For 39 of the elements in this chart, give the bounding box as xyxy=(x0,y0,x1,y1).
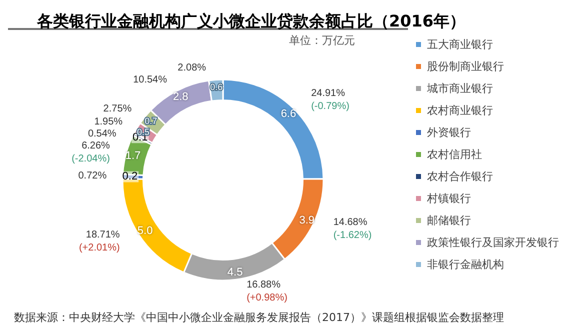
text: 2.08% xyxy=(178,62,206,74)
data-label: 3.9 xyxy=(299,214,315,226)
legend-label: 农村信用社 xyxy=(427,148,482,161)
data-label: 5.0 xyxy=(137,224,153,237)
text: 1.95% xyxy=(94,116,123,128)
text: 24.91% xyxy=(311,88,345,99)
legend-label: 城市商业银行 xyxy=(426,82,493,95)
data-label: 1.7 xyxy=(125,150,141,162)
data-label: 6.6 xyxy=(280,108,296,120)
text: (-1.62%) xyxy=(333,230,372,241)
text: 0.72% xyxy=(78,170,107,182)
data-label: 2.8 xyxy=(172,91,188,104)
text: 18.71% xyxy=(86,230,120,241)
legend-label: 外资银行 xyxy=(427,126,471,139)
source-note: 数据来源：中央财经大学《中国中小微企业金融服务发展报告（2017）》课题组根据银监会数据整理 xyxy=(14,311,504,324)
legend-label: 五大商业银行 xyxy=(427,38,493,51)
legend-label: 农村商业银行 xyxy=(427,104,493,117)
text: (+2.01%) xyxy=(78,242,120,254)
chart-subtitle: 单位：万亿元 xyxy=(289,34,355,47)
legend-label: 非银行金融机构 xyxy=(427,258,504,271)
data-label: 0.6 xyxy=(210,82,223,92)
text: 6.26% xyxy=(82,140,110,152)
text: 16.88% xyxy=(246,280,280,291)
chart-title: 各类银行业金融机构广义小微企业贷款余额占比（2016年） xyxy=(36,12,466,30)
data-label: 0.2 xyxy=(122,170,138,183)
legend-label: 村镇银行 xyxy=(426,192,471,205)
text: 10.54% xyxy=(133,74,168,86)
text: (+0.98%) xyxy=(246,292,288,304)
legend-label: 政策性银行及国家开发银行 xyxy=(427,236,559,249)
text: (-0.79%) xyxy=(311,100,350,112)
data-label: 0.7 xyxy=(144,116,158,126)
text: (-2.04%) xyxy=(72,153,110,164)
legend-label: 农村合作银行 xyxy=(427,170,493,183)
text: 2.75% xyxy=(103,103,132,114)
legend-label: 邮储银行 xyxy=(427,214,471,227)
data-label: 4.5 xyxy=(227,266,243,278)
text: 0.54% xyxy=(88,128,116,140)
text: 14.68% xyxy=(333,216,368,228)
legend-label: 股份制商业银行 xyxy=(427,60,504,73)
